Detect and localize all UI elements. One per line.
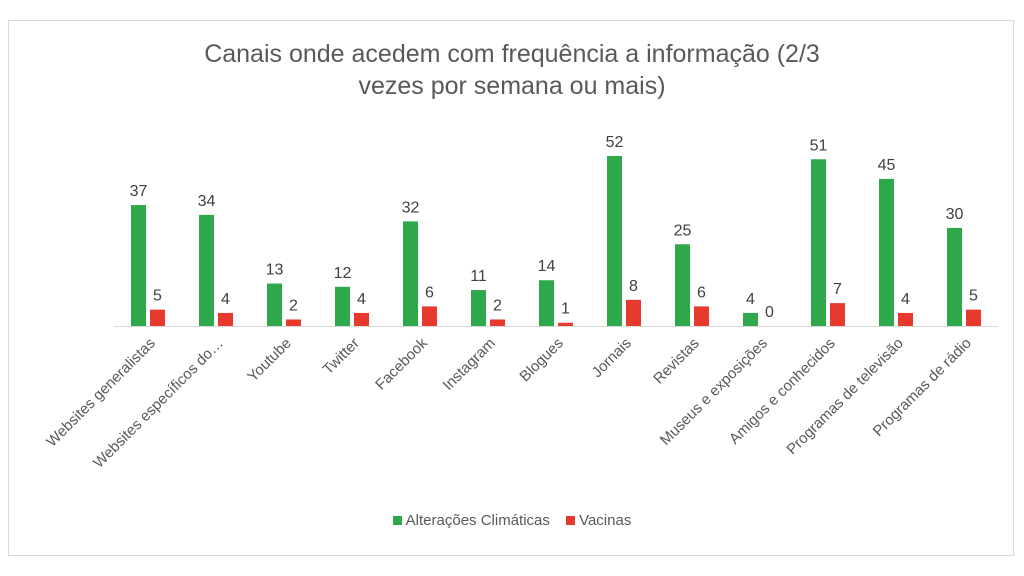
data-label-climate: 13	[266, 262, 284, 279]
bar-vaccines	[966, 309, 981, 326]
bar-vaccines	[558, 322, 573, 326]
legend-swatch-climate	[392, 516, 402, 525]
data-label-climate: 37	[130, 183, 148, 200]
bar-climate	[879, 178, 894, 326]
bar-vaccines	[422, 306, 437, 326]
data-label-climate: 45	[878, 157, 896, 174]
chart-frame	[8, 20, 1014, 556]
data-label-vaccines: 6	[425, 284, 434, 301]
category-label: Programas de televisão	[783, 335, 906, 458]
data-label-climate: 51	[810, 137, 828, 154]
category-label: Jornais	[589, 335, 635, 381]
data-label-vaccines: 2	[493, 297, 502, 314]
bar-vaccines	[218, 312, 233, 326]
category-label: Websites generalistas	[43, 335, 159, 451]
legend-label-climate: Alterações Climáticas	[405, 512, 550, 529]
chart-title: Canais onde acedem com frequência a info…	[0, 38, 1024, 102]
data-label-vaccines: 5	[153, 288, 162, 305]
bar-climate	[131, 205, 146, 326]
data-label-vaccines: 7	[833, 281, 842, 298]
bar-climate	[607, 156, 622, 326]
data-label-vaccines: 4	[357, 291, 366, 308]
data-label-vaccines: 4	[901, 291, 910, 308]
bar-climate	[471, 290, 486, 326]
legend-swatch-vaccines	[566, 516, 576, 525]
category-label: Youtube	[244, 335, 295, 386]
bar-climate	[675, 244, 690, 326]
bar-vaccines	[490, 319, 505, 326]
bar-vaccines	[898, 312, 913, 326]
bar-climate	[199, 214, 214, 326]
category-label: Websites específicos do…	[90, 335, 227, 472]
data-label-vaccines: 8	[629, 278, 638, 295]
legend-item-climate: Alterações Climáticas	[392, 512, 550, 529]
data-label-climate: 14	[538, 258, 556, 275]
chart-title-line-2: vezes por semana ou mais)	[358, 72, 666, 100]
data-label-vaccines: 0	[765, 304, 774, 321]
bar-climate	[947, 227, 962, 326]
category-label: Revistas	[650, 335, 703, 388]
category-label: Instagram	[440, 335, 499, 394]
data-label-climate: 34	[198, 193, 216, 210]
category-label: Facebook	[372, 334, 431, 393]
legend: Alterações Climáticas Vacinas	[0, 512, 1024, 529]
data-label-vaccines: 1	[561, 301, 570, 318]
bar-climate	[743, 312, 758, 326]
data-label-climate: 25	[674, 222, 692, 239]
bar-vaccines	[626, 299, 641, 326]
chart-title-line-1: Canais onde acedem com frequência a info…	[204, 40, 820, 68]
legend-label-vaccines: Vacinas	[579, 512, 632, 529]
data-label-vaccines: 5	[969, 288, 978, 305]
data-label-climate: 4	[746, 291, 755, 308]
bar-climate	[811, 159, 826, 326]
bar-vaccines	[286, 319, 301, 326]
bar-vaccines	[354, 312, 369, 326]
bar-vaccines	[694, 306, 709, 326]
category-label: Blogues	[516, 335, 566, 385]
data-label-climate: 30	[946, 206, 964, 223]
bar-vaccines	[150, 309, 165, 326]
data-label-climate: 12	[334, 265, 352, 282]
bar-climate	[267, 283, 282, 326]
data-label-vaccines: 2	[289, 297, 298, 314]
category-label: Twitter	[320, 335, 363, 378]
data-label-vaccines: 6	[697, 284, 706, 301]
bar-climate	[335, 286, 350, 326]
data-label-climate: 11	[470, 268, 487, 285]
data-label-climate: 52	[606, 134, 624, 151]
legend-item-vaccines: Vacinas	[566, 512, 631, 529]
bar-climate	[403, 221, 418, 326]
bar-vaccines	[830, 303, 845, 326]
data-label-climate: 32	[402, 199, 420, 216]
data-label-vaccines: 4	[221, 291, 230, 308]
bar-climate	[539, 280, 554, 326]
